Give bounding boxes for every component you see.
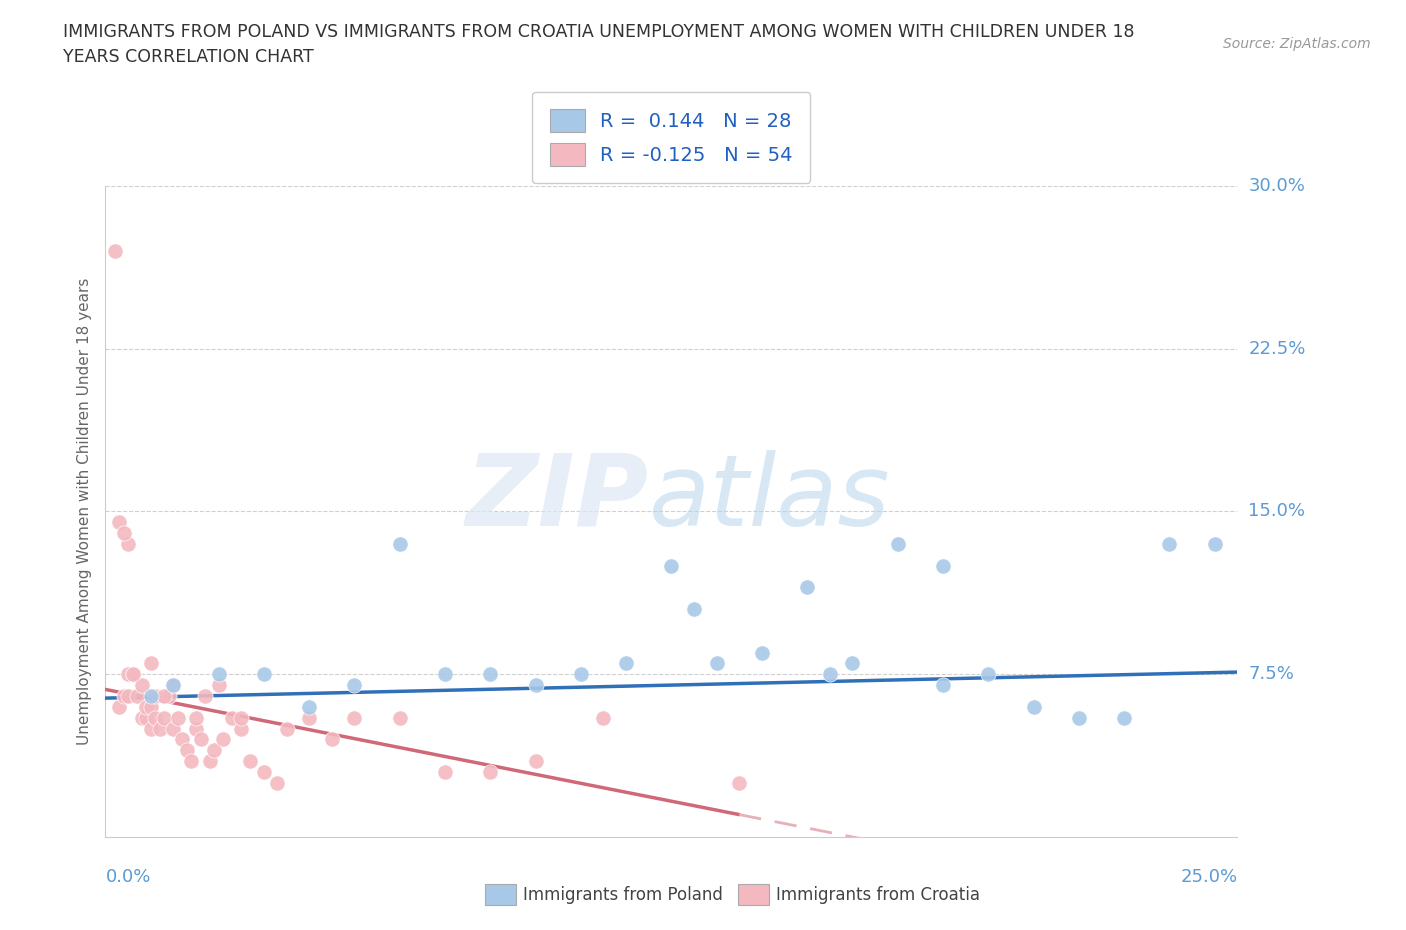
Text: IMMIGRANTS FROM POLAND VS IMMIGRANTS FROM CROATIA UNEMPLOYMENT AMONG WOMEN WITH : IMMIGRANTS FROM POLAND VS IMMIGRANTS FRO… [63,23,1135,66]
Point [388,711,411,725]
Point [614,656,637,671]
Legend: R =  0.144   N = 28, R = -0.125   N = 54: R = 0.144 N = 28, R = -0.125 N = 54 [533,91,810,183]
Point [479,764,502,779]
Point [139,656,162,671]
Text: Immigrants from Poland: Immigrants from Poland [523,885,723,904]
Point [569,667,592,682]
Point [208,678,231,693]
Point [139,688,162,703]
Point [231,711,253,725]
Point [135,699,157,714]
Point [108,699,131,714]
Point [239,753,262,768]
Point [276,721,298,736]
Point [190,732,212,747]
Point [683,602,706,617]
Point [149,721,172,736]
Point [112,525,135,540]
Text: Source: ZipAtlas.com: Source: ZipAtlas.com [1223,37,1371,51]
Point [592,711,614,725]
Point [1114,711,1136,725]
Point [433,764,456,779]
Point [298,711,321,725]
Point [208,667,231,682]
Point [139,699,162,714]
Point [157,688,180,703]
Point [212,732,235,747]
Point [184,711,207,725]
Point [298,699,321,714]
Point [231,721,253,736]
Y-axis label: Unemployment Among Women with Children Under 18 years: Unemployment Among Women with Children U… [76,278,91,745]
Point [977,667,1000,682]
Point [117,537,139,551]
Point [194,688,217,703]
Point [321,732,343,747]
Point [1022,699,1045,714]
Point [172,732,194,747]
Point [524,678,547,693]
Point [153,688,176,703]
Point [887,537,910,551]
Point [103,244,125,259]
Point [121,667,143,682]
Point [162,678,184,693]
Point [180,753,202,768]
Point [221,711,243,725]
Point [796,580,818,595]
Point [112,688,135,703]
Point [266,776,288,790]
Point [135,711,157,725]
Point [176,743,198,758]
Point [117,688,139,703]
Point [932,558,955,573]
Point [143,711,166,725]
Point [343,711,366,725]
Point [127,688,149,703]
Point [143,688,166,703]
Point [706,656,728,671]
Point [198,753,221,768]
Point [728,776,751,790]
Point [253,667,276,682]
Text: 22.5%: 22.5% [1249,339,1306,358]
Text: 15.0%: 15.0% [1249,502,1305,521]
Point [162,678,184,693]
Point [131,678,153,693]
Point [108,515,131,530]
Point [184,721,207,736]
Point [818,667,841,682]
Point [162,721,184,736]
Point [479,667,502,682]
Point [253,764,276,779]
Point [1159,537,1181,551]
Point [139,721,162,736]
Point [121,667,143,682]
Text: ZIP: ZIP [465,450,648,547]
Point [433,667,456,682]
Point [343,678,366,693]
Point [841,656,863,671]
Point [388,537,411,551]
Point [153,711,176,725]
Point [131,711,153,725]
Text: Immigrants from Croatia: Immigrants from Croatia [776,885,980,904]
Point [117,667,139,682]
Point [932,678,955,693]
Point [1204,537,1226,551]
Text: 30.0%: 30.0% [1249,177,1305,195]
Text: 25.0%: 25.0% [1180,868,1237,885]
Point [202,743,225,758]
Point [751,645,773,660]
Text: 0.0%: 0.0% [105,868,150,885]
Point [167,711,190,725]
Point [661,558,683,573]
Point [1067,711,1090,725]
Text: 7.5%: 7.5% [1249,665,1295,684]
Point [524,753,547,768]
Text: atlas: atlas [648,450,890,547]
